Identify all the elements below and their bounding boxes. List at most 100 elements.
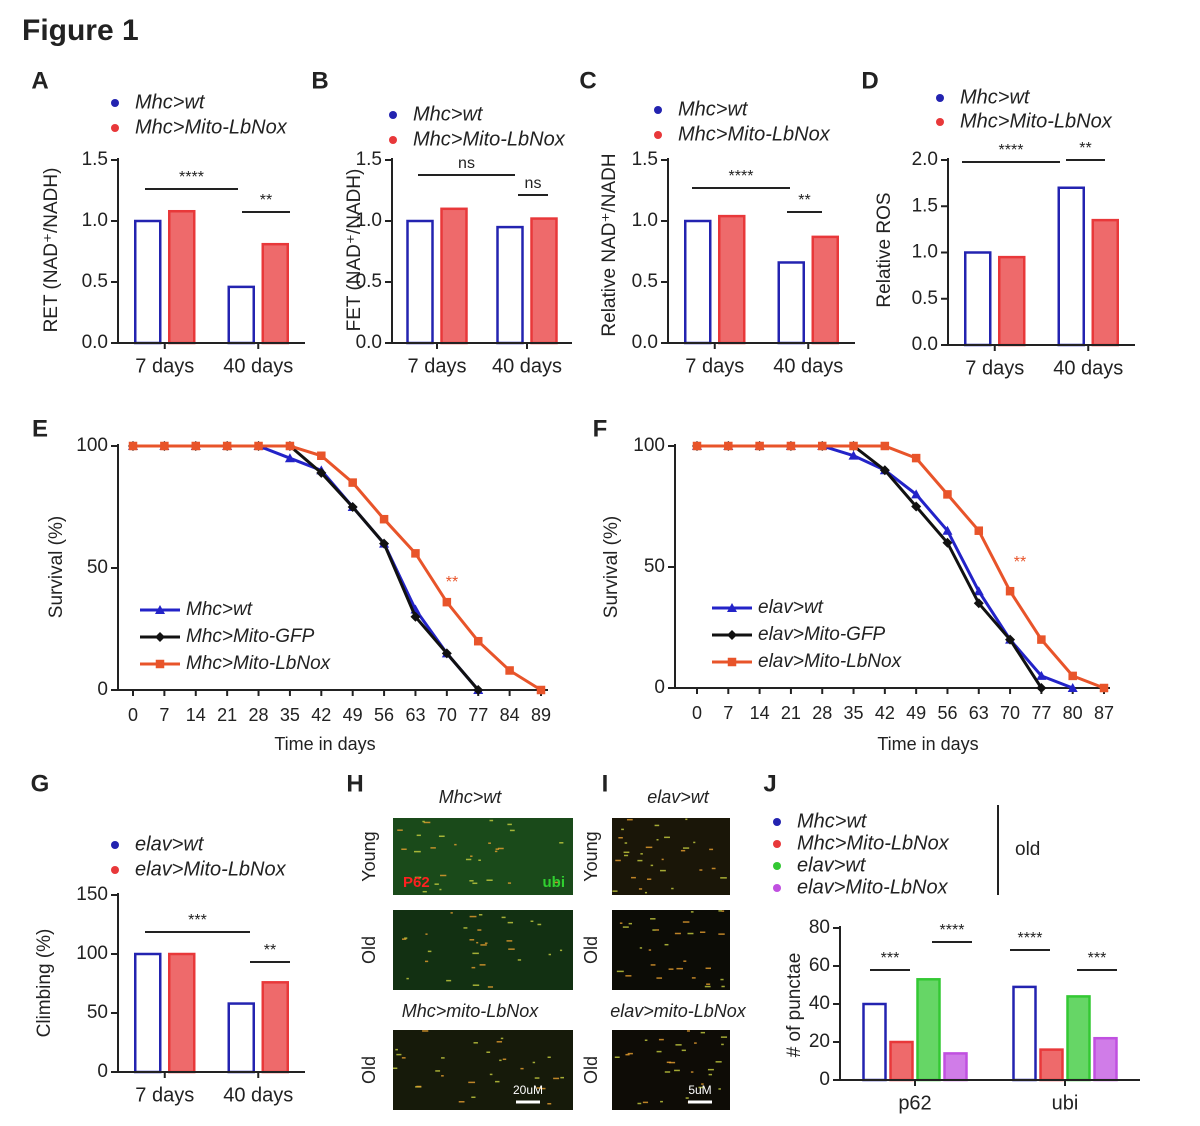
speckle bbox=[624, 842, 628, 844]
speckle bbox=[497, 847, 504, 850]
speckle bbox=[650, 964, 656, 966]
speckle bbox=[661, 858, 664, 861]
x-tick-label: 7 days bbox=[135, 355, 194, 377]
y-tick-label: 0 bbox=[97, 679, 108, 700]
y-tick-label: 1.5 bbox=[356, 149, 382, 170]
y-tick-label: 0.5 bbox=[912, 288, 938, 309]
speckle bbox=[668, 968, 674, 970]
x-axis-label: Time in days bbox=[274, 734, 375, 754]
significance-label: ** bbox=[260, 192, 272, 209]
y-tick-label: 1.5 bbox=[82, 149, 108, 170]
legend-dot bbox=[936, 118, 944, 126]
legend-dot bbox=[111, 841, 119, 849]
speckle bbox=[639, 947, 643, 949]
speckle bbox=[648, 949, 652, 951]
y-tick-label: 50 bbox=[87, 1002, 108, 1023]
speckle bbox=[715, 1061, 722, 1063]
speckle bbox=[616, 970, 624, 973]
speckle bbox=[655, 929, 660, 931]
speckle bbox=[690, 911, 694, 913]
bar bbox=[1066, 995, 1091, 1082]
speckle bbox=[698, 1086, 704, 1089]
marker bbox=[1005, 586, 1015, 596]
speckle bbox=[454, 843, 457, 846]
marker bbox=[222, 441, 232, 451]
speckle bbox=[414, 876, 422, 879]
speckle bbox=[645, 846, 653, 849]
speckle bbox=[682, 847, 690, 849]
x-tick-label: 40 days bbox=[223, 355, 293, 377]
marker bbox=[786, 441, 796, 451]
legend-label: elav>Mito-LbNox bbox=[135, 858, 287, 880]
legend-label: elav>Mito-LbNox bbox=[797, 876, 949, 898]
marker bbox=[942, 537, 953, 548]
speckle bbox=[435, 1070, 441, 1072]
x-tick-label: 35 bbox=[280, 705, 300, 725]
speckle bbox=[650, 864, 654, 867]
speckle bbox=[638, 888, 643, 890]
speckle bbox=[674, 932, 681, 935]
speckle bbox=[402, 938, 407, 940]
marker bbox=[817, 441, 827, 451]
speckle bbox=[699, 869, 703, 871]
speckle bbox=[706, 983, 711, 985]
bar bbox=[261, 981, 289, 1074]
legend-dot bbox=[773, 840, 781, 848]
marker bbox=[1037, 635, 1046, 644]
image-title: elav>wt bbox=[647, 787, 710, 807]
speckle bbox=[395, 1048, 398, 1051]
speckle bbox=[671, 887, 674, 890]
x-tick-label: 40 days bbox=[773, 355, 843, 377]
speckle bbox=[479, 964, 486, 966]
x-tick-label: ubi bbox=[1052, 1092, 1079, 1114]
speckle bbox=[674, 1069, 680, 1072]
y-tick-label: 40 bbox=[809, 993, 830, 1014]
speckle bbox=[424, 960, 429, 963]
speckle bbox=[627, 1052, 633, 1055]
legend-dot bbox=[111, 124, 119, 132]
speckle bbox=[507, 882, 512, 884]
speckle bbox=[680, 849, 686, 852]
speckle bbox=[393, 1067, 398, 1070]
image-title: Mhc>mito-LbNox bbox=[402, 1001, 540, 1021]
x-tick-label: 7 bbox=[723, 703, 733, 723]
speckle bbox=[623, 854, 629, 857]
speckle bbox=[700, 1031, 706, 1034]
speckle bbox=[637, 859, 643, 862]
speckle bbox=[468, 1081, 476, 1084]
bar bbox=[1012, 985, 1037, 1082]
speckle bbox=[537, 923, 542, 926]
marker bbox=[285, 441, 295, 451]
significance-label: **** bbox=[179, 169, 204, 186]
speckle bbox=[553, 1077, 560, 1080]
speckle bbox=[664, 943, 669, 946]
speckle bbox=[640, 853, 643, 855]
marker bbox=[1099, 683, 1109, 693]
y-axis-label: RET (NAD⁺/NADH) bbox=[41, 168, 62, 333]
x-tick-label: 56 bbox=[374, 705, 394, 725]
significance-label: ** bbox=[798, 192, 810, 209]
y-tick-label: 50 bbox=[87, 557, 108, 578]
marker bbox=[155, 605, 165, 614]
panel-letter: I bbox=[602, 770, 609, 797]
x-tick-label: 70 bbox=[437, 705, 457, 725]
speckle bbox=[458, 1101, 465, 1103]
marker bbox=[160, 441, 169, 451]
panel-letter: D bbox=[861, 67, 878, 94]
y-tick-label: 2.0 bbox=[912, 149, 938, 170]
x-tick-label: 63 bbox=[405, 705, 425, 725]
marker bbox=[473, 636, 483, 646]
legend-label: Mhc>wt bbox=[797, 810, 868, 832]
legend-label: Mhc>wt bbox=[960, 86, 1031, 108]
speckle bbox=[547, 1056, 551, 1059]
y-tick-label: 0.0 bbox=[356, 332, 382, 353]
x-tick-label: 84 bbox=[500, 705, 520, 725]
speckle bbox=[711, 867, 716, 870]
speckle bbox=[700, 931, 706, 933]
marker bbox=[879, 465, 890, 476]
marker bbox=[1005, 634, 1016, 645]
speckle bbox=[554, 881, 561, 884]
marker bbox=[727, 657, 737, 667]
legend-label: Mhc>wt bbox=[135, 91, 206, 113]
micrograph bbox=[393, 818, 573, 895]
